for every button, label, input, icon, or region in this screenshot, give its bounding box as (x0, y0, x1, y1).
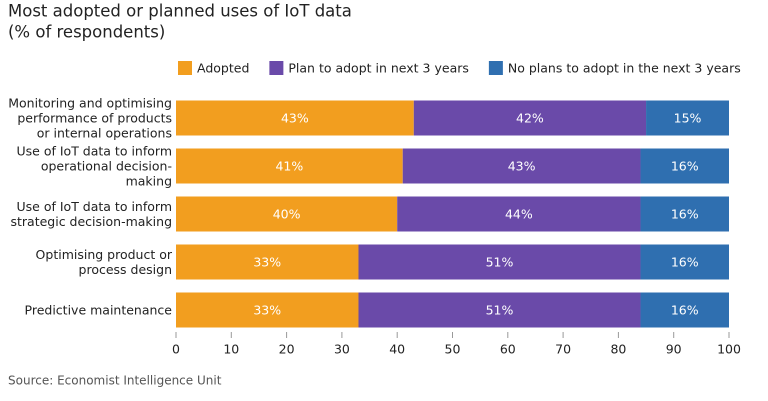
x-tick-label: 0 (172, 342, 180, 357)
x-tick-label: 90 (666, 342, 682, 357)
bar-segment (640, 196, 729, 232)
bar-segment (402, 148, 641, 184)
legend-swatch (488, 61, 503, 75)
bar-segment (397, 196, 641, 232)
category-label: Use of IoT data to inform operational de… (16, 143, 172, 189)
bar-segment (358, 244, 641, 280)
legend-label: No plans to adopt in the next 3 years (508, 61, 741, 76)
bar-segment (176, 244, 359, 280)
x-tick-label: 70 (555, 342, 571, 357)
value-label: 42% (516, 111, 544, 126)
bar-segment (176, 148, 403, 184)
value-label: 43% (281, 111, 309, 126)
value-label: 40% (273, 207, 301, 222)
bar-segment (358, 292, 641, 328)
bar-segment (176, 292, 359, 328)
category-label: Monitoring and optimising performance of… (8, 95, 172, 141)
x-tick-label: 10 (223, 342, 239, 357)
bar-segment (646, 100, 729, 136)
value-label: 33% (253, 303, 281, 318)
value-label: 16% (671, 255, 699, 270)
x-tick-label: 40 (389, 342, 405, 357)
x-tick-label: 20 (279, 342, 295, 357)
source: Source: Economist Intelligence Unit (8, 374, 222, 388)
category-label: Use of IoT data to inform strategic deci… (10, 199, 173, 229)
value-label: 16% (671, 303, 699, 318)
bar-segment (176, 196, 398, 232)
legend-swatch (178, 61, 192, 75)
legend-label: Plan to adopt in next 3 years (288, 61, 469, 76)
value-label: 51% (486, 255, 514, 270)
value-label: 15% (674, 111, 702, 126)
x-tick-label: 100 (717, 342, 741, 357)
x-tick-label: 60 (500, 342, 516, 357)
bar-segment (640, 244, 729, 280)
x-tick-label: 50 (445, 342, 461, 357)
chart-title: Most adopted or planned uses of IoT data (8, 2, 352, 21)
x-tick-label: 30 (334, 342, 350, 357)
legend-swatch (269, 61, 284, 75)
category-label: Optimising product or process design (35, 247, 172, 277)
bar-segment (640, 148, 729, 184)
value-label: 41% (275, 159, 303, 174)
x-tick-label: 80 (610, 342, 626, 357)
value-label: 44% (505, 207, 533, 222)
category-label: Predictive maintenance (24, 302, 172, 318)
bar-segment (176, 100, 414, 136)
legend-label: Adopted (197, 61, 249, 76)
value-label: 43% (508, 159, 536, 174)
bar-segment (413, 100, 647, 136)
value-label: 33% (253, 255, 281, 270)
chart-subtitle: (% of respondents) (8, 23, 165, 42)
value-label: 16% (671, 207, 699, 222)
value-label: 51% (486, 303, 514, 318)
bar-segment (640, 292, 729, 328)
value-label: 16% (671, 159, 699, 174)
